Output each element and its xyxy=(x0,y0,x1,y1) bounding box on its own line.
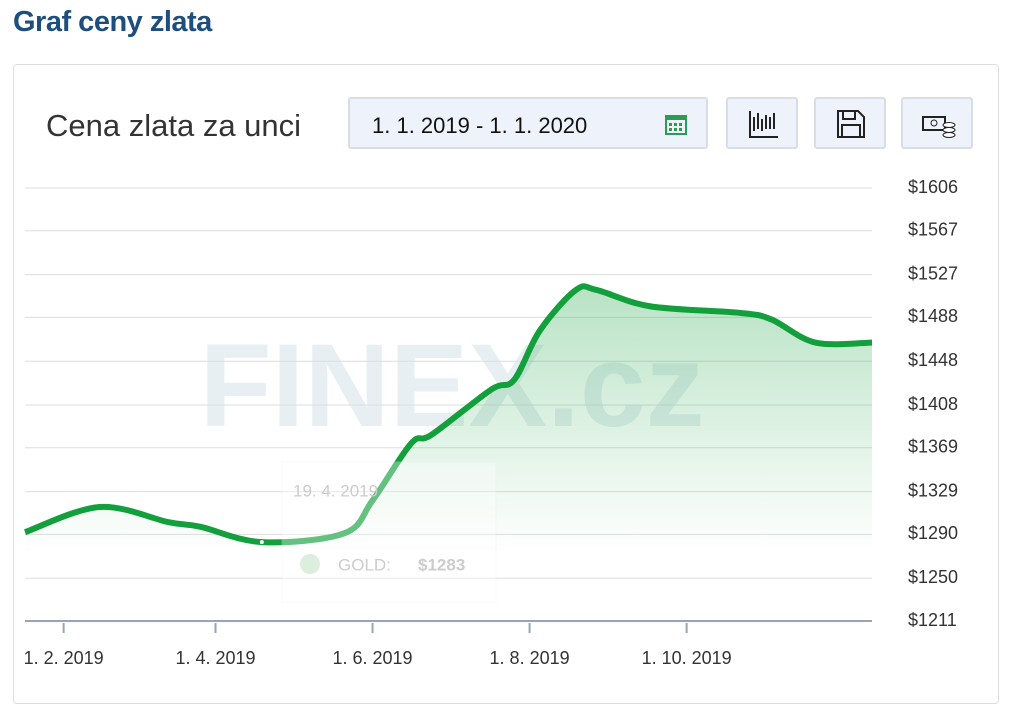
y-tick-label: $1408 xyxy=(908,394,958,414)
tooltip-dot xyxy=(300,554,320,574)
date-range[interactable]: 1. 1. 2019 - 1. 1. 2020 xyxy=(348,97,708,149)
y-tick-label: $1606 xyxy=(908,177,958,197)
x-tick-label: 1. 4. 2019 xyxy=(175,648,255,668)
calendar-icon xyxy=(665,115,687,135)
y-tick-label: $1448 xyxy=(908,350,958,370)
hover-point xyxy=(258,539,265,546)
chart-card xyxy=(13,64,999,704)
y-tick-label: $1211 xyxy=(908,610,957,630)
y-tick-label: $1527 xyxy=(908,263,958,283)
save-button[interactable] xyxy=(814,97,886,149)
y-tick-label: $1567 xyxy=(908,220,958,240)
date-text: 1. 1. 2019 - 1. 1. 2020 xyxy=(372,113,588,138)
tooltip-date: 19. 4. 2019 xyxy=(293,481,378,500)
page-title: Graf ceny zlata xyxy=(13,6,212,38)
tooltip xyxy=(281,461,497,603)
currency-icon xyxy=(922,116,956,138)
candle-icon xyxy=(749,111,778,138)
y-tick-label: $1369 xyxy=(908,437,958,457)
y-tick-label: $1250 xyxy=(908,567,958,587)
y-tick-label: $1329 xyxy=(908,480,958,500)
y-tick-label: $1488 xyxy=(908,306,958,326)
save-icon xyxy=(837,110,865,138)
tooltip-value: $1283 xyxy=(418,555,465,574)
currency-button[interactable] xyxy=(901,97,973,149)
card-title: Cena zlata za unci xyxy=(46,108,302,143)
area xyxy=(25,286,872,621)
x-tick-label: 1. 6. 2019 xyxy=(333,648,413,668)
y-tick-label: $1290 xyxy=(908,523,958,543)
line xyxy=(23,283,873,546)
x-tick-label: 1. 2. 2019 xyxy=(24,648,104,668)
candle-button[interactable] xyxy=(726,97,798,149)
x-tick-label: 1. 10. 2019 xyxy=(642,648,732,668)
x-tick-label: 1. 8. 2019 xyxy=(490,648,570,668)
tooltip-series: GOLD: xyxy=(338,555,391,574)
